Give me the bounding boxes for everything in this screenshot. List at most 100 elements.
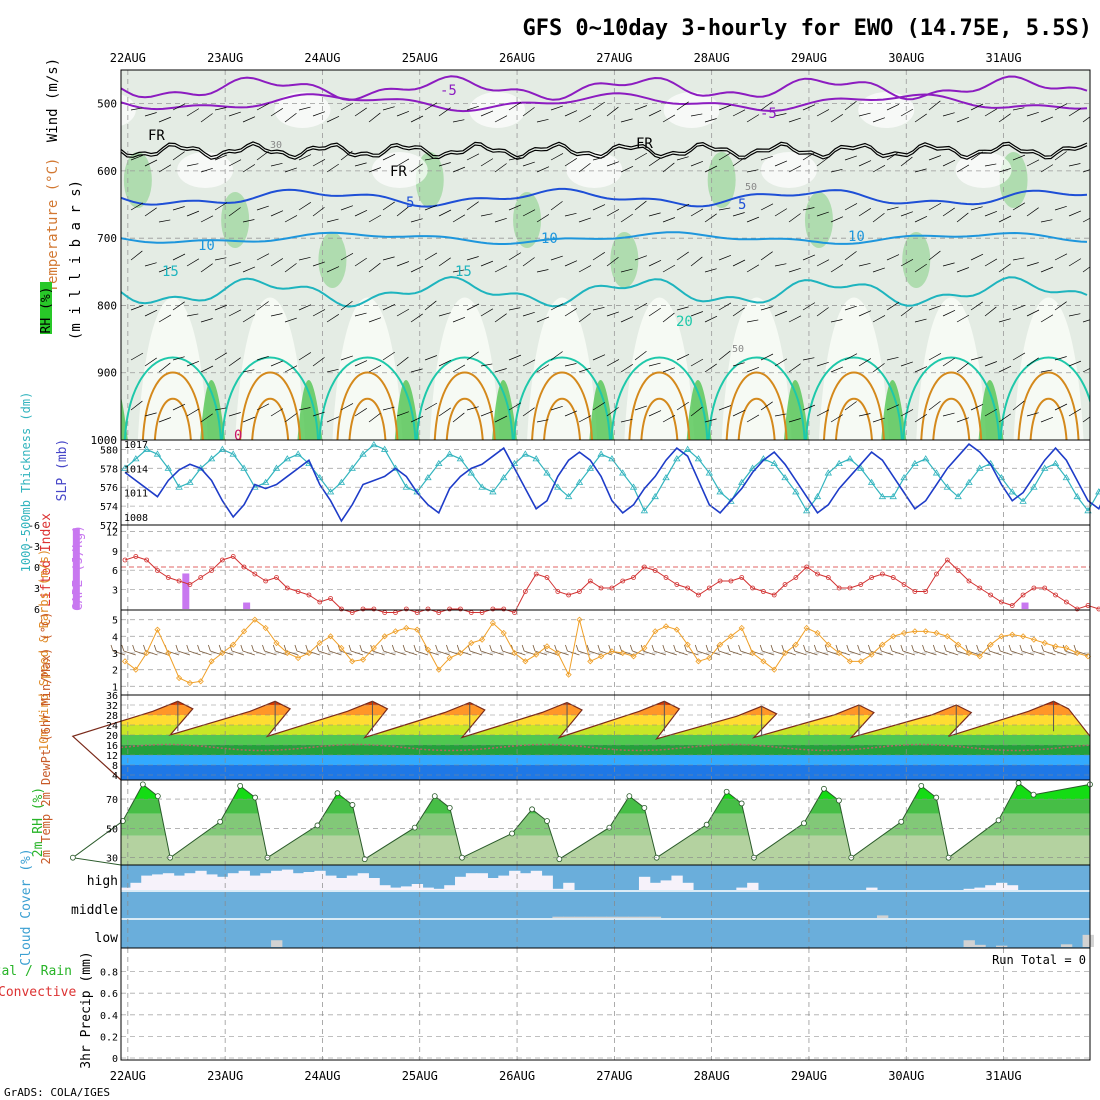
contour-temp-20: [610, 356, 709, 440]
lifted-index-point: [598, 585, 604, 591]
lifted-index-point: [187, 582, 193, 587]
cloud-middle-bar: [563, 916, 575, 918]
wind-barb: [1012, 304, 1026, 311]
cloud-level-label: high: [87, 874, 118, 889]
wind-barb: [452, 214, 466, 223]
lifted-index-point: [133, 554, 139, 559]
cloud-middle-bar: [552, 916, 564, 918]
wind-speed-point: [825, 641, 832, 648]
wind10m-barb-flag: [727, 644, 731, 652]
wind-barb: [942, 207, 955, 217]
wind-barb: [732, 212, 745, 217]
lifted-index-point: [555, 589, 561, 594]
wind-speed-point: [511, 649, 518, 657]
lifted-index-point: [263, 578, 269, 584]
wind-barb: [410, 218, 423, 223]
cloud-high-bar: [260, 873, 272, 890]
wind-barb: [662, 414, 676, 423]
wind-barb: [606, 311, 619, 317]
wind-speed-point: [132, 666, 139, 673]
wind-speed-point: [944, 633, 951, 640]
wind-barb: [774, 263, 787, 267]
wind-speed-point: [1063, 644, 1070, 652]
wind10m-barb: [935, 650, 948, 656]
wind-barb: [606, 106, 619, 117]
wind-barb: [872, 417, 885, 423]
date-label-top: 24AUG: [304, 51, 340, 65]
wind-barb: [1082, 217, 1090, 223]
thickness-point: [651, 492, 659, 500]
lifted-index-point: [966, 578, 972, 584]
lifted-index-point: [706, 585, 712, 591]
wind-barb: [732, 362, 745, 367]
wind-barb: [984, 108, 998, 117]
thickness-point: [510, 459, 519, 467]
wind10m-barb: [675, 650, 688, 656]
lifted-index-point: [620, 578, 626, 584]
wind-barb: [704, 268, 717, 273]
wind-barb: [130, 250, 143, 261]
lifted-index-point: [750, 585, 755, 591]
wind-barb: [998, 168, 1011, 173]
wind-barb: [200, 263, 213, 273]
wind-barb: [928, 250, 941, 261]
panel-precip: [120, 947, 1091, 1061]
wind-barb: [242, 314, 256, 323]
wind-barb: [1040, 416, 1054, 423]
rh-point: [995, 817, 1002, 824]
wind-speed-point: [933, 629, 940, 637]
wind-barb: [452, 316, 466, 323]
wind-barb: [550, 201, 563, 211]
thickness-point: [694, 455, 703, 462]
wind10m-barb: [1000, 650, 1013, 656]
wind-barb: [368, 112, 381, 123]
thickness-point: [175, 483, 183, 490]
thickness-point: [629, 483, 638, 490]
wind-barb: [606, 407, 619, 417]
contour-temp-minus5-upper: [121, 75, 1088, 102]
wind-barb: [1068, 210, 1082, 217]
wind-barb: [1082, 116, 1090, 123]
cloud-high-bar: [1006, 885, 1019, 890]
wind-barb: [158, 116, 172, 123]
lifted-index-point: [858, 582, 864, 587]
wind-barb: [606, 359, 620, 367]
wind-barb: [620, 166, 634, 173]
cloud-high-bar: [249, 875, 261, 890]
contour-label: 10: [848, 229, 865, 245]
wind-barb: [998, 413, 1011, 423]
wind-barb: [536, 118, 549, 123]
wind-barb: [550, 303, 564, 311]
wind-barb: [242, 164, 256, 173]
rh-point: [446, 804, 453, 811]
wind-barb: [886, 404, 900, 411]
wind10m-barb: [231, 650, 245, 656]
wind10m-barb: [177, 650, 191, 656]
wind-barb: [424, 300, 437, 311]
cloud-high-bar: [411, 884, 424, 890]
wind-barb: [858, 310, 872, 317]
wind-tick-label: 1: [112, 682, 118, 693]
wind-barb: [830, 168, 843, 173]
wind-barb: [760, 203, 774, 211]
wind-barb: [452, 412, 465, 423]
wind10m-barb-flag: [684, 644, 687, 652]
wind-barb: [522, 107, 535, 117]
wind-barb: [508, 307, 521, 311]
wind-barb: [928, 100, 941, 111]
thickness-point: [121, 464, 129, 471]
wind-barb: [508, 157, 521, 161]
cloud-high-bar: [487, 878, 499, 890]
date-label-bottom: 31AUG: [985, 1069, 1021, 1083]
wind-barb: [760, 155, 773, 161]
thickness-point: [435, 459, 443, 467]
wind-barb: [1040, 219, 1053, 223]
date-label-top: 23AUG: [207, 51, 243, 65]
lifted-index-point: [880, 571, 885, 577]
cloud-high-bar: [563, 882, 575, 890]
wind-barb: [956, 164, 970, 173]
contour-freezing-level-2: [121, 143, 1088, 161]
rh-dry-patch: [955, 152, 1012, 188]
wind10m-barb-flag: [186, 644, 190, 652]
rh-point: [237, 782, 244, 789]
